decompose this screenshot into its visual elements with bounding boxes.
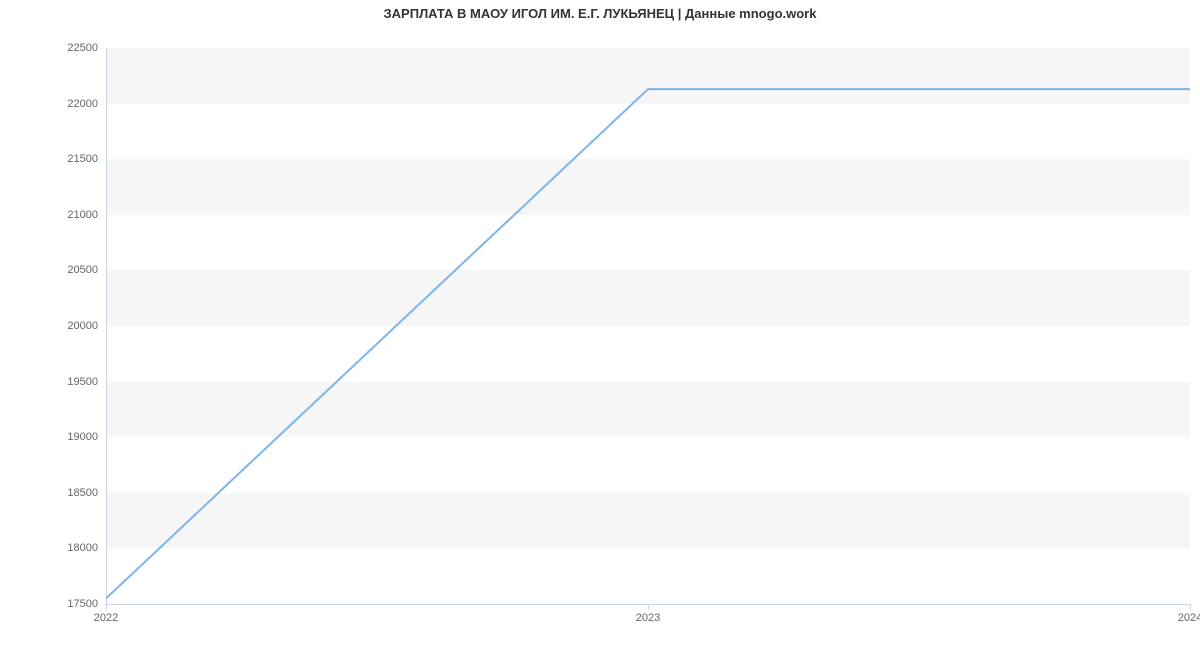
y-tick-label: 21500 bbox=[67, 153, 106, 165]
y-tick-label: 18500 bbox=[67, 487, 106, 499]
y-tick-label: 20000 bbox=[67, 320, 106, 332]
salary-line-chart: ЗАРПЛАТА В МАОУ ИГОЛ ИМ. Е.Г. ЛУКЬЯНЕЦ |… bbox=[0, 0, 1200, 650]
y-tick-label: 22000 bbox=[67, 98, 106, 110]
x-axis bbox=[106, 604, 1190, 605]
plot-area: 1750018000185001900019500200002050021000… bbox=[106, 48, 1190, 604]
y-tick-label: 22500 bbox=[67, 42, 106, 54]
y-tick-label: 18000 bbox=[67, 542, 106, 554]
x-tick-mark bbox=[1190, 604, 1191, 610]
series-line bbox=[106, 89, 1190, 598]
chart-title: ЗАРПЛАТА В МАОУ ИГОЛ ИМ. Е.Г. ЛУКЬЯНЕЦ |… bbox=[0, 6, 1200, 21]
y-tick-label: 19500 bbox=[67, 376, 106, 388]
x-tick-label: 2024 bbox=[1178, 604, 1200, 624]
y-tick-label: 19000 bbox=[67, 431, 106, 443]
y-tick-label: 21000 bbox=[67, 209, 106, 221]
y-tick-label: 20500 bbox=[67, 264, 106, 276]
series-layer bbox=[106, 48, 1190, 604]
